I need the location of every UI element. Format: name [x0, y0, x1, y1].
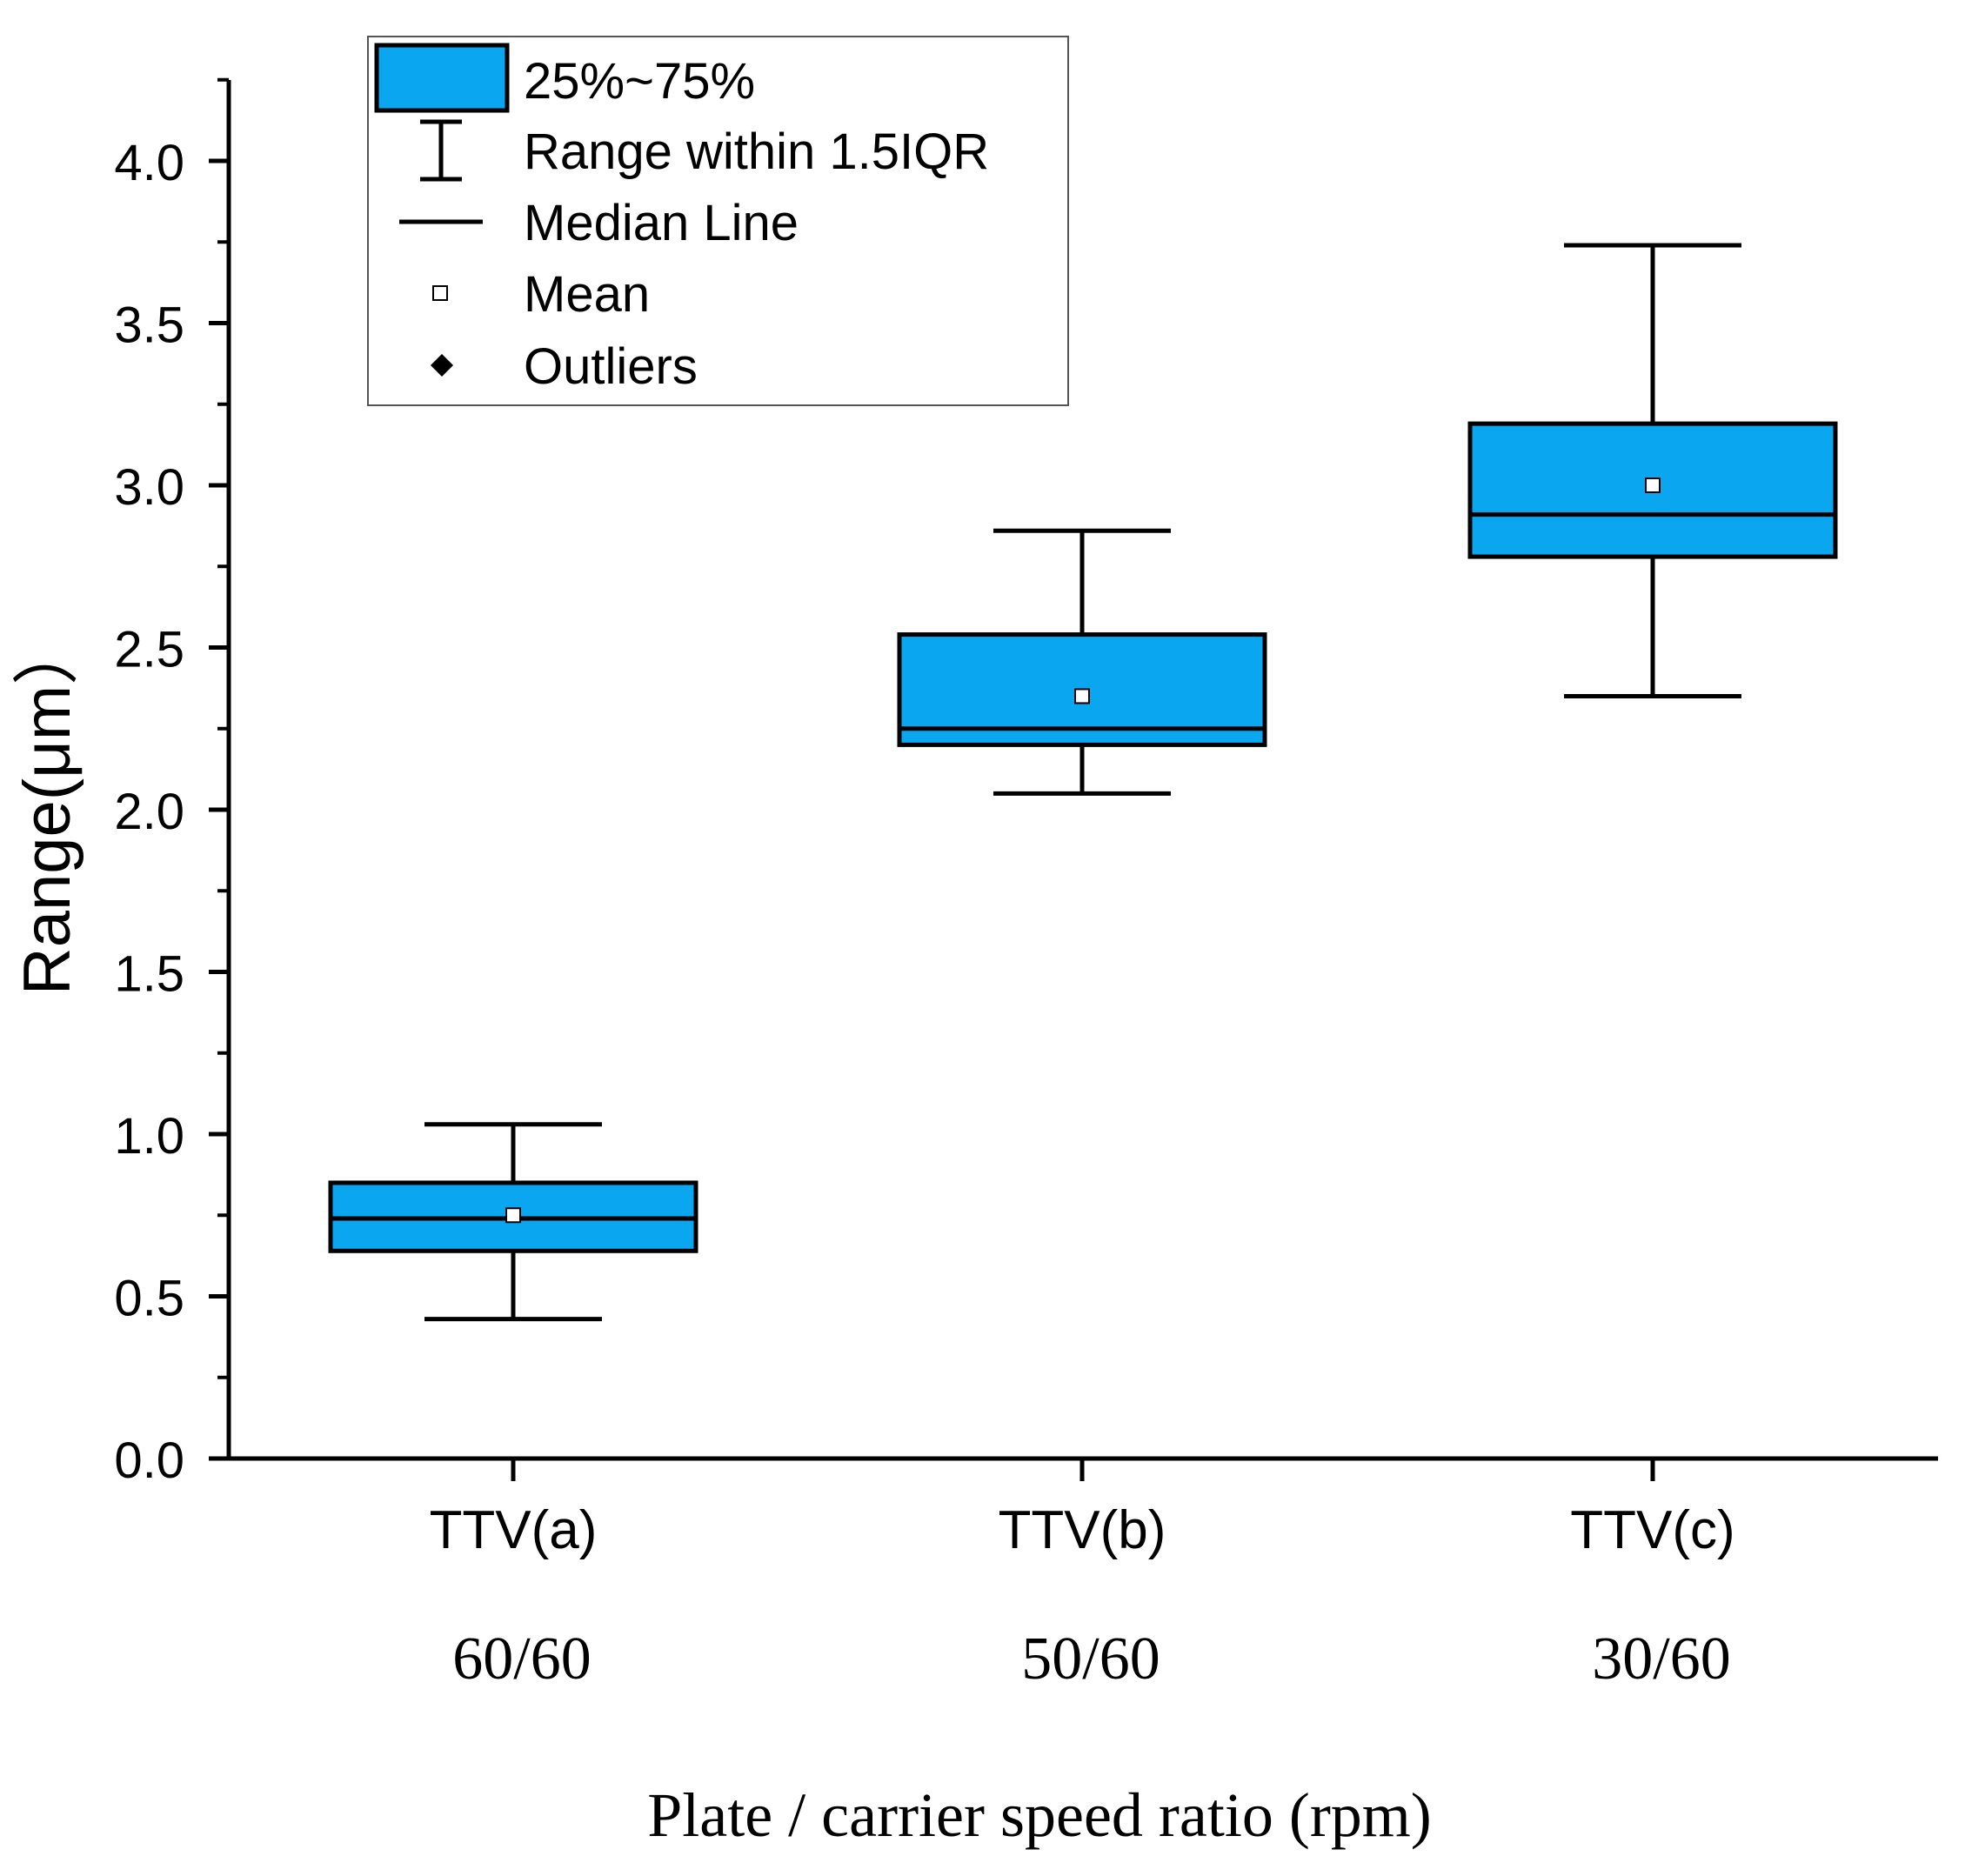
y-tick-label: 4.0 [114, 135, 184, 191]
y-tick-label: 2.5 [114, 622, 184, 678]
x-axis-label: Plate / carrier speed ratio (rpm) [647, 1780, 1432, 1850]
y-tick-label: 2.0 [114, 784, 184, 840]
legend-whisker-symbol [420, 119, 462, 182]
legend-label-median: Median Line [524, 195, 799, 251]
legend-label-outliers: Outliers [524, 338, 698, 395]
x-tick-label: TTV(a) [430, 1500, 598, 1560]
y-tick-label: 0.0 [114, 1432, 184, 1489]
y-axis-ticks: 0.0 0.5 1.0 1.5 2.0 2.5 3.0 3.5 4.0 [114, 77, 229, 1489]
mean-marker [1074, 688, 1090, 704]
boxes-group [328, 243, 1838, 1322]
x-tick-label: TTV(b) [999, 1500, 1166, 1560]
legend-label-mean: Mean [524, 266, 650, 323]
speed-ratio-label: 60/60 [452, 1626, 591, 1692]
y-tick-label: 0.5 [114, 1271, 184, 1327]
legend-mean-symbol [432, 285, 448, 301]
y-axis-label: Range(μm） [10, 619, 84, 995]
speed-ratio-label: 30/60 [1592, 1626, 1730, 1692]
legend-label-range: Range within 1.5IQR [524, 124, 989, 180]
legend-outlier-symbol [431, 354, 453, 377]
y-tick-label: 1.5 [114, 946, 184, 1003]
box-b [897, 528, 1267, 796]
legend-box-swatch [374, 43, 510, 113]
box-c [1467, 243, 1838, 698]
mean-marker [1645, 477, 1661, 493]
x-axis-ticks: TTV(a) 60/60 TTV(b) 50/60 TTV(c) 30/60 [430, 1459, 1735, 1692]
legend-label-box: 25%~75% [524, 53, 755, 110]
speed-ratio-label: 50/60 [1021, 1626, 1160, 1692]
mean-marker [505, 1207, 521, 1224]
y-tick-label: 1.0 [114, 1108, 184, 1165]
legend: 25%~75% Range within 1.5IQR Median Line … [367, 36, 1069, 406]
y-tick-label: 3.5 [114, 297, 184, 354]
x-tick-label: TTV(c) [1570, 1500, 1734, 1560]
y-tick-label: 3.0 [114, 459, 184, 516]
box-a [328, 1122, 698, 1322]
